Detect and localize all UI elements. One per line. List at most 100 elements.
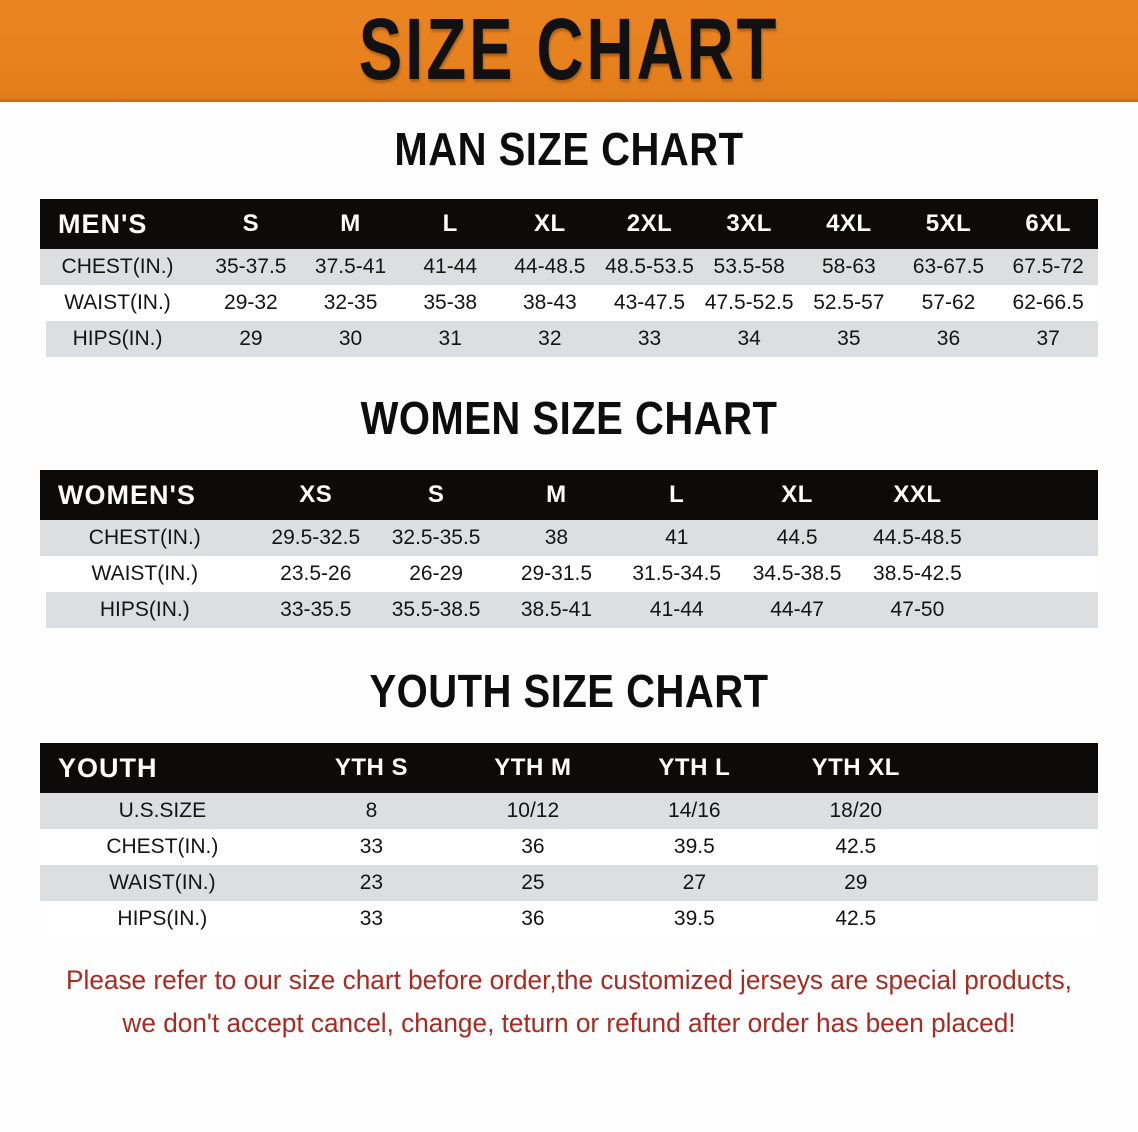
measurement-cell: 36 xyxy=(452,829,614,865)
table-row: WAIST(IN.) 23.5-26 26-29 29-31.5 31.5-34.5 34… xyxy=(40,556,1098,592)
youth-column-header: YTH S xyxy=(290,743,453,793)
youth-size-table: YOUTH YTH S YTH M YTH L YTH XL U.S.SIZE 8 10/12… xyxy=(40,743,1098,937)
man-column-header: 4XL xyxy=(799,199,899,249)
measurement-cell: 14/16 xyxy=(613,793,776,829)
measurement-cell: 32 xyxy=(500,321,600,357)
measurement-cell: 26-29 xyxy=(375,556,497,592)
measurement-cell: 42.5 xyxy=(775,829,937,865)
measurement-cell: 29.5-32.5 xyxy=(255,520,376,556)
measurement-cell: 67.5-72 xyxy=(998,249,1098,285)
table-row: WAIST(IN.) 29-32 32-35 35-38 38-43 43-47.5 47.… xyxy=(40,285,1098,321)
row-label: WAIST(IN.) xyxy=(40,865,291,901)
measurement-cell: 33 xyxy=(290,901,453,937)
women-column-header: S xyxy=(375,470,497,520)
women-section-title: WOMEN SIZE CHART xyxy=(360,393,778,445)
measurement-cell: 44.5 xyxy=(736,520,858,556)
measurement-cell: 35 xyxy=(799,321,899,357)
youth-column-header: YTH XL xyxy=(775,743,937,793)
table-header-row: YOUTH YTH S YTH M YTH L YTH XL xyxy=(40,743,1098,793)
measurement-cell: 39.5 xyxy=(613,901,776,937)
table-row: HIPS(IN.) 29 30 31 32 33 34 35 36 37 xyxy=(40,321,1098,357)
measurement-cell: 37.5-41 xyxy=(300,249,401,285)
measurement-cell: 34 xyxy=(699,321,799,357)
order-policy-note-line-1: Please refer to our size chart before or… xyxy=(66,965,1072,995)
measurement-cell: 37 xyxy=(998,321,1098,357)
row-label: HIPS(IN.) xyxy=(40,321,202,357)
page-title: SIZE CHART xyxy=(358,1,780,99)
measurement-cell: 58-63 xyxy=(799,249,899,285)
measurement-cell: 42.5 xyxy=(775,901,937,937)
measurement-cell: 23 xyxy=(290,865,453,901)
youth-section-title: YOUTH SIZE CHART xyxy=(369,666,769,718)
man-size-table: MEN'S S M L XL 2XL 3XL 4XL 5XL 6XL CHEST(IN.) 35-37… xyxy=(40,199,1098,357)
measurement-cell: 32.5-35.5 xyxy=(375,520,497,556)
table-row: CHEST(IN.) 29.5-32.5 32.5-35.5 38 41 44.5 44.5… xyxy=(40,520,1098,556)
measurement-cell: 44.5-48.5 xyxy=(857,520,978,556)
measurement-cell: 33 xyxy=(599,321,700,357)
measurement-cell: 29 xyxy=(775,865,937,901)
measurement-cell: 52.5-57 xyxy=(799,285,899,321)
table-row: HIPS(IN.) 33 36 39.5 42.5 xyxy=(40,901,1098,937)
measurement-cell: 25 xyxy=(452,865,614,901)
women-column-header: XL xyxy=(736,470,858,520)
row-filler-cell xyxy=(977,592,1098,628)
measurement-cell: 41-44 xyxy=(400,249,501,285)
measurement-cell: 8 xyxy=(290,793,453,829)
header-filler-cell xyxy=(936,743,1098,793)
table-row: WAIST(IN.) 23 25 27 29 xyxy=(40,865,1098,901)
table-row: U.S.SIZE 8 10/12 14/16 18/20 xyxy=(40,793,1098,829)
man-corner-label: MEN'S xyxy=(40,199,202,249)
women-size-table: WOMEN'S XS S M L XL XXL CHEST(IN.) 29.5-32.5 32.5… xyxy=(40,470,1098,628)
measurement-cell: 57-62 xyxy=(898,285,999,321)
measurement-cell: 31.5-34.5 xyxy=(616,556,737,592)
measurement-cell: 36 xyxy=(898,321,999,357)
row-filler-cell xyxy=(936,829,1098,865)
measurement-cell: 36 xyxy=(452,901,614,937)
header-filler-cell xyxy=(977,470,1098,520)
order-policy-note: Please refer to our size chart before or… xyxy=(17,959,1121,1044)
row-label: CHEST(IN.) xyxy=(40,520,256,556)
measurement-cell: 31 xyxy=(400,321,501,357)
measurement-cell: 41-44 xyxy=(616,592,737,628)
youth-corner-label: YOUTH xyxy=(40,743,291,793)
women-table-wrap: WOMEN'S XS S M L XL XXL CHEST(IN.) 29.5-32.5 32.5… xyxy=(0,470,1138,628)
measurement-cell: 38.5-42.5 xyxy=(857,556,978,592)
women-column-header: L xyxy=(616,470,737,520)
man-column-header: S xyxy=(201,199,301,249)
measurement-cell: 41 xyxy=(616,520,737,556)
measurement-cell: 32-35 xyxy=(300,285,401,321)
measurement-cell: 53.5-58 xyxy=(699,249,799,285)
measurement-cell: 38-43 xyxy=(500,285,600,321)
women-corner-label: WOMEN'S xyxy=(40,470,256,520)
row-filler-cell xyxy=(977,520,1098,556)
row-label: CHEST(IN.) xyxy=(40,249,202,285)
measurement-cell: 23.5-26 xyxy=(255,556,376,592)
row-filler-cell xyxy=(936,901,1098,937)
measurement-cell: 47-50 xyxy=(857,592,978,628)
measurement-cell: 35-37.5 xyxy=(201,249,301,285)
table-row: CHEST(IN.) 33 36 39.5 42.5 xyxy=(40,829,1098,865)
man-column-header: M xyxy=(300,199,401,249)
youth-column-header: YTH M xyxy=(452,743,614,793)
measurement-cell: 29-31.5 xyxy=(496,556,617,592)
measurement-cell: 35-38 xyxy=(400,285,501,321)
man-column-header: 2XL xyxy=(599,199,700,249)
man-table-wrap: MEN'S S M L XL 2XL 3XL 4XL 5XL 6XL CHEST(IN.) 35-37… xyxy=(0,199,1138,357)
measurement-cell: 29-32 xyxy=(201,285,301,321)
measurement-cell: 33-35.5 xyxy=(255,592,376,628)
measurement-cell: 35.5-38.5 xyxy=(375,592,497,628)
man-column-header: 5XL xyxy=(898,199,999,249)
row-filler-cell xyxy=(936,793,1098,829)
measurement-cell: 38.5-41 xyxy=(496,592,617,628)
measurement-cell: 33 xyxy=(290,829,453,865)
table-header-row: WOMEN'S XS S M L XL XXL xyxy=(40,470,1098,520)
measurement-cell: 38 xyxy=(496,520,617,556)
women-column-header: XS xyxy=(255,470,376,520)
measurement-cell: 63-67.5 xyxy=(898,249,999,285)
man-column-header: 3XL xyxy=(699,199,799,249)
youth-column-header: YTH L xyxy=(613,743,776,793)
man-section-title: MAN SIZE CHART xyxy=(394,124,744,176)
youth-table-wrap: YOUTH YTH S YTH M YTH L YTH XL U.S.SIZE 8 10/12… xyxy=(0,743,1138,937)
measurement-cell: 39.5 xyxy=(613,829,776,865)
